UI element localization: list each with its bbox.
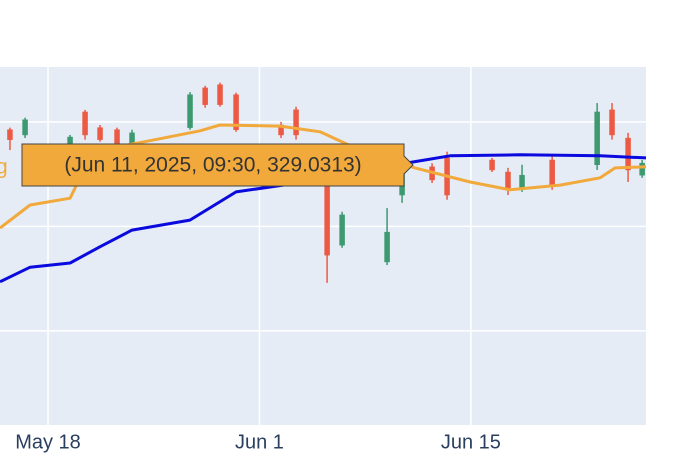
candle-body (639, 162, 645, 176)
candle-body (7, 129, 13, 140)
candle-body (384, 231, 390, 263)
cut-label: g (0, 156, 8, 179)
x-tick-label: May 18 (15, 431, 81, 453)
candle-body (625, 137, 631, 171)
candle-body (114, 129, 120, 146)
candle-body (233, 94, 239, 130)
candle-body (594, 111, 600, 165)
candle-body (519, 174, 525, 188)
candle-body (324, 184, 330, 256)
candle-body (549, 159, 555, 186)
hover: (Jun 11, 2025, 09:30, 329.0313) g (0, 143, 414, 187)
plot-area (0, 67, 646, 425)
candle-body (217, 84, 223, 105)
candle-body (82, 111, 88, 136)
x-tick-label: Jun 15 (441, 431, 501, 453)
hover-box (21, 143, 414, 187)
candle-body (202, 87, 208, 105)
candle-body (339, 214, 345, 246)
candle-body (22, 119, 28, 136)
candle-body (505, 171, 511, 191)
candle-body (293, 109, 299, 136)
candle-body (187, 94, 193, 128)
line-series (0, 153, 647, 284)
candle-body (609, 109, 615, 136)
x-tick-label: Jun 1 (235, 431, 284, 453)
hover-text: (Jun 11, 2025, 09:30, 329.0313) (64, 154, 361, 177)
candle-body (97, 127, 103, 140)
candle-body (489, 159, 495, 171)
